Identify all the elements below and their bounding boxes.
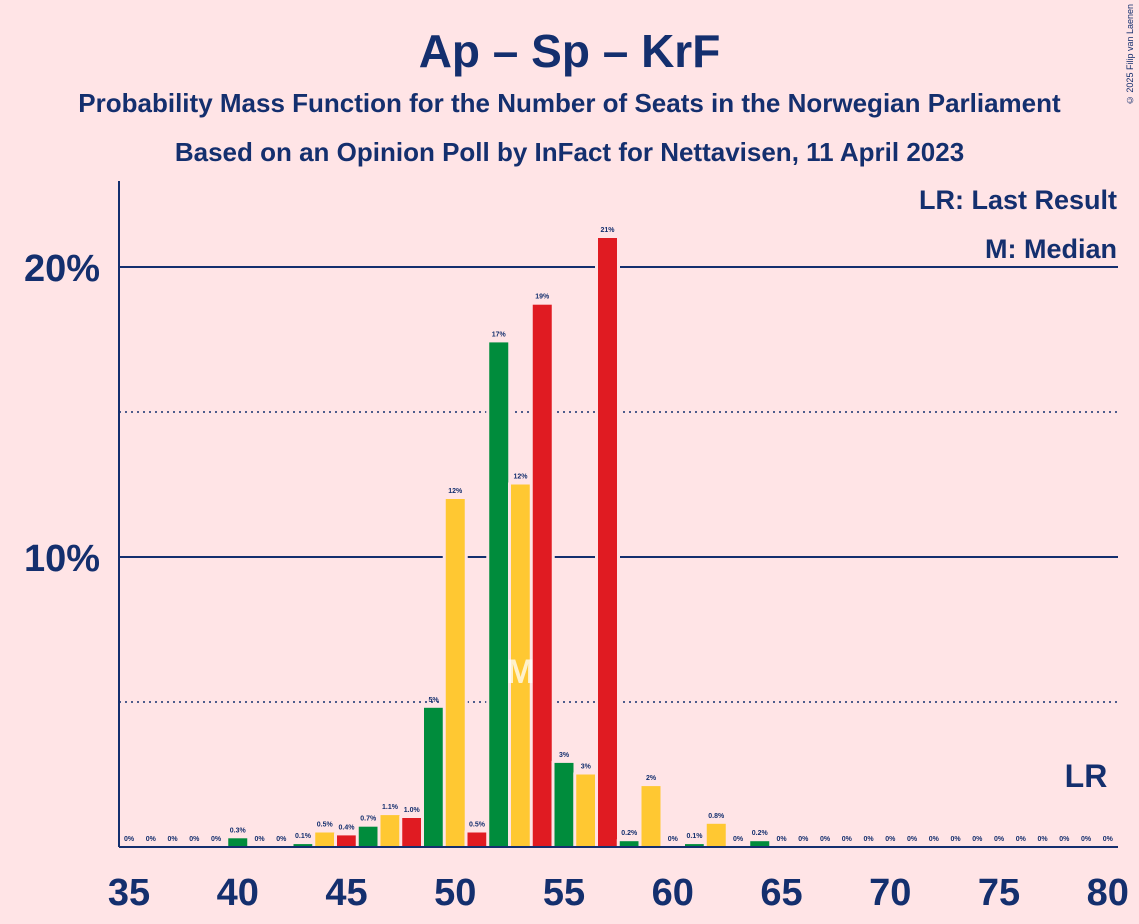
y-tick-label: 20% — [24, 248, 100, 290]
bar-label-seat-69: 0% — [863, 836, 874, 843]
bar-label-seat-78: 0% — [1059, 836, 1070, 843]
bar-seat-51 — [467, 832, 487, 847]
chart-subtitle-1: Probability Mass Function for the Number… — [78, 88, 1061, 118]
bar-label-seat-46: 0.7% — [360, 816, 377, 823]
bar-seat-47 — [380, 815, 400, 847]
bar-label-seat-71: 0% — [907, 836, 918, 843]
chart-subtitle-2: Based on an Opinion Poll by InFact for N… — [174, 137, 965, 167]
bar-seat-44 — [315, 832, 335, 847]
x-tick-label: 65 — [760, 872, 802, 914]
x-tick-label: 55 — [543, 872, 585, 914]
bar-label-seat-58: 0.2% — [621, 830, 638, 837]
bar-seat-56 — [576, 774, 596, 847]
bar-seat-49 — [424, 707, 443, 847]
bar-label-seat-75: 0% — [994, 836, 1005, 843]
bar-seat-43 — [293, 844, 313, 847]
bar-label-seat-44: 0.5% — [317, 822, 334, 829]
bar-seat-58 — [619, 841, 639, 847]
legend-median: M: Median — [985, 234, 1117, 264]
bar-seat-62 — [706, 823, 726, 847]
bar-seat-46 — [358, 826, 378, 847]
bar-seat-55 — [554, 762, 574, 847]
bar-seat-53 — [511, 484, 530, 847]
bar-label-seat-54: 19% — [535, 294, 550, 301]
median-marker: M — [506, 653, 534, 691]
bar-label-seat-65: 0% — [776, 836, 787, 843]
bar-seat-57 — [598, 238, 617, 847]
bar-label-seat-40: 0.3% — [230, 827, 247, 834]
bar-label-seat-47: 1.1% — [382, 804, 399, 811]
bar-label-seat-56: 3% — [581, 764, 592, 771]
bar-label-seat-67: 0% — [820, 836, 831, 843]
bar-label-seat-41: 0% — [254, 836, 265, 843]
x-tick-label: 50 — [434, 872, 476, 914]
bar-label-seat-42: 0% — [276, 836, 287, 843]
bar-label-seat-57: 21% — [600, 227, 615, 234]
bar-seat-52 — [489, 342, 509, 847]
bar-label-seat-37: 0% — [167, 836, 178, 843]
bar-label-seat-62: 0.8% — [708, 813, 725, 820]
bar-label-seat-53: 12% — [513, 474, 528, 481]
bar-label-seat-50: 12% — [448, 488, 463, 495]
bar-label-seat-76: 0% — [1016, 836, 1027, 843]
bar-label-seat-80: 0% — [1103, 836, 1114, 843]
x-tick-label: 60 — [652, 872, 694, 914]
bar-label-seat-45: 0.4% — [339, 824, 356, 831]
bar-label-seat-70: 0% — [885, 836, 896, 843]
bar-label-seat-43: 0.1% — [295, 833, 312, 840]
bar-seat-64 — [750, 841, 770, 847]
last-result-marker: LR — [1065, 758, 1108, 794]
bar-label-seat-74: 0% — [972, 836, 983, 843]
bar-label-seat-49: 5% — [428, 697, 439, 704]
x-tick-label: 80 — [1087, 872, 1129, 914]
bar-label-seat-38: 0% — [189, 836, 200, 843]
legend-last-result: LR: Last Result — [919, 185, 1117, 215]
bar-seat-61 — [685, 844, 704, 847]
bar-label-seat-73: 0% — [950, 836, 961, 843]
bar-label-seat-60: 0% — [668, 836, 679, 843]
bar-label-seat-66: 0% — [798, 836, 809, 843]
bar-label-seat-63: 0% — [733, 836, 744, 843]
bar-seat-40 — [228, 838, 248, 847]
bar-seat-45 — [337, 835, 356, 847]
bar-label-seat-52: 17% — [492, 331, 507, 338]
bar-label-seat-72: 0% — [929, 836, 940, 843]
bar-label-seat-51: 0.5% — [469, 822, 486, 829]
bar-label-seat-79: 0% — [1081, 836, 1092, 843]
chart-title: Ap – Sp – KrF — [418, 25, 721, 77]
x-tick-label: 75 — [978, 872, 1020, 914]
bar-seat-54 — [532, 304, 552, 847]
bar-label-seat-48: 1.0% — [404, 807, 421, 814]
y-tick-label: 10% — [24, 538, 100, 580]
bar-label-seat-59: 2% — [646, 775, 657, 782]
bar-label-seat-61: 0.1% — [687, 833, 704, 840]
bar-seat-50 — [445, 499, 465, 847]
bar-label-seat-64: 0.2% — [752, 830, 769, 837]
bar-label-seat-36: 0% — [146, 836, 157, 843]
bar-label-seat-68: 0% — [842, 836, 853, 843]
bar-label-seat-55: 3% — [559, 752, 570, 759]
x-tick-label: 45 — [325, 872, 367, 914]
bar-label-seat-77: 0% — [1037, 836, 1048, 843]
x-tick-label: 40 — [217, 872, 259, 914]
x-tick-label: 35 — [108, 872, 150, 914]
bar-label-seat-35: 0% — [124, 836, 135, 843]
bar-seat-59 — [641, 786, 661, 847]
bar-seat-48 — [402, 818, 422, 847]
x-tick-label: 70 — [869, 872, 911, 914]
bar-label-seat-39: 0% — [211, 836, 222, 843]
